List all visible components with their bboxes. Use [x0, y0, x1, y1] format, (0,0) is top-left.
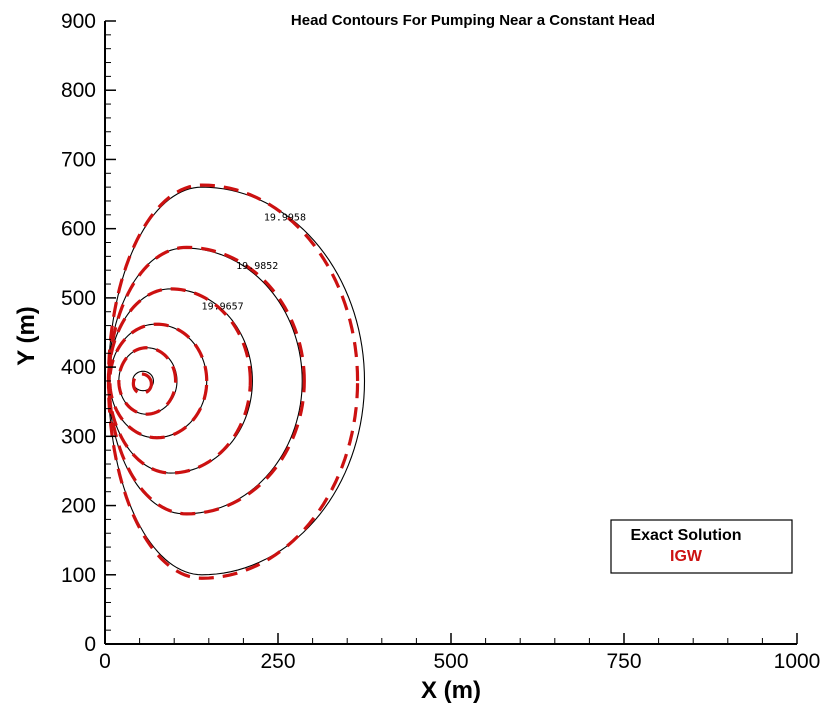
legend: Exact Solution IGW — [610, 519, 793, 574]
x-tick-label: 0 — [99, 650, 111, 673]
y-tick-label: 0 — [84, 633, 96, 656]
contour-labels: 19.9958 19.9852 19.9657 — [202, 212, 306, 312]
igw-contour-5 — [117, 346, 178, 416]
x-axis-title: X (m) — [421, 677, 481, 704]
legend-entry-exact: Exact Solution — [630, 527, 741, 544]
y-tick-label: 500 — [61, 287, 96, 310]
igw-contour-1 — [106, 183, 360, 580]
plot-area — [106, 183, 366, 580]
y-axis-title: Y (m) — [13, 306, 40, 366]
y-tick-label: 900 — [61, 10, 96, 33]
y-tick-label: 200 — [61, 495, 96, 518]
y-tick-label: 600 — [61, 218, 96, 241]
y-axis-ticks: 0 100 200 300 400 500 600 700 800 900 — [61, 10, 116, 656]
x-tick-label: 750 — [606, 650, 641, 673]
x-axis-ticks: 0 250 500 750 1000 — [99, 633, 820, 673]
contour-label: 19.9958 — [264, 212, 306, 223]
igw-contour-6 — [131, 372, 153, 396]
x-tick-label: 1000 — [774, 650, 821, 673]
legend-entry-igw: IGW — [670, 548, 703, 565]
x-tick-label: 250 — [260, 650, 295, 673]
y-tick-label: 700 — [61, 148, 96, 171]
x-tick-label: 500 — [433, 650, 468, 673]
igw-contour-4 — [108, 322, 209, 440]
chart-title: Head Contours For Pumping Near a Constan… — [291, 12, 655, 29]
y-tick-label: 400 — [61, 356, 96, 379]
y-tick-label: 300 — [61, 425, 96, 448]
legend-box — [610, 519, 793, 574]
contour-label: 19.9657 — [202, 302, 244, 313]
contour-label: 19.9852 — [236, 261, 278, 272]
exact-contour-3 — [107, 288, 253, 474]
igw-contour-3 — [106, 287, 252, 475]
y-tick-label: 100 — [61, 564, 96, 587]
exact-contour-1 — [107, 186, 366, 576]
y-tick-label: 800 — [61, 79, 96, 102]
